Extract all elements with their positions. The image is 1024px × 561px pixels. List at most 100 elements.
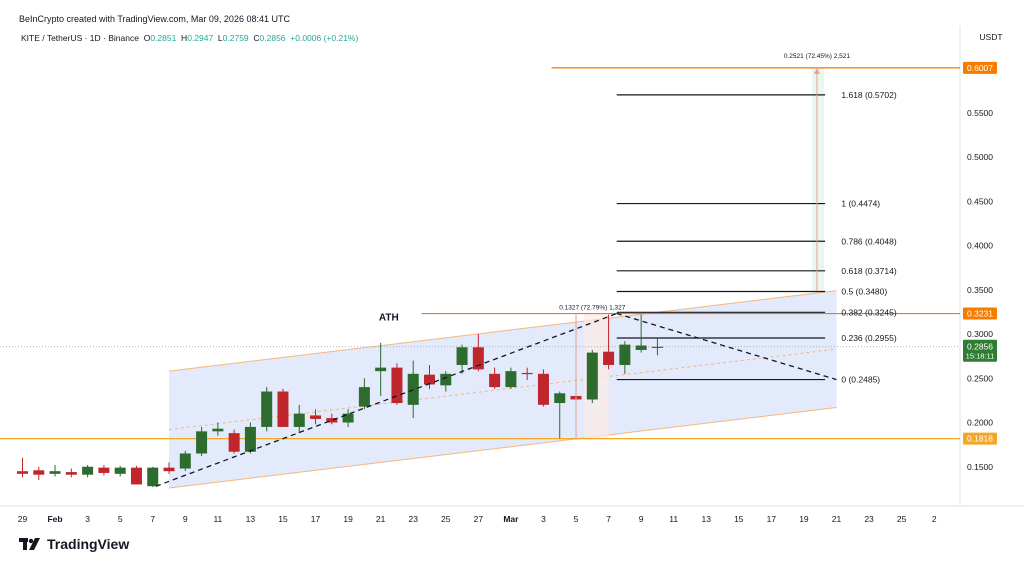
candle-body <box>163 467 175 472</box>
price-badge <box>963 432 997 445</box>
symbol-info-bar: KITE / TetherUS · 1D · Binance O0.2851 H… <box>21 33 358 43</box>
target-arrow-head <box>813 67 820 74</box>
price-badge-label: 0.1818 <box>967 434 993 444</box>
fib-level-label: 1.618 (0.5702) <box>841 90 896 100</box>
change-value: +0.0006 (+0.21%) <box>290 33 359 43</box>
time-tick-label: 21 <box>376 514 386 524</box>
candle-body <box>489 373 501 388</box>
candle-body <box>586 352 598 400</box>
candle-body <box>17 471 28 474</box>
price-tick-label: 0.5500 <box>967 108 993 118</box>
high-value: 0.2947 <box>187 33 214 43</box>
ath-label: ATH <box>379 313 399 324</box>
candle-body <box>554 393 566 404</box>
time-tick-label: Feb <box>47 514 62 524</box>
time-tick-label: 15 <box>734 514 744 524</box>
swing-down-dashed-line <box>616 312 837 381</box>
price-tick-label: 0.4000 <box>967 241 993 251</box>
time-tick-label: 13 <box>702 514 712 524</box>
price-tick-label: 0.3000 <box>967 329 993 339</box>
current-price-badge <box>963 339 997 362</box>
currency-label: USDT <box>979 32 1002 42</box>
fib-level-label: 1 (0.4474) <box>841 199 880 209</box>
time-tick-label: 23 <box>864 514 874 524</box>
candle-body <box>391 367 403 404</box>
channel-upper-line <box>168 290 837 372</box>
chart-credit: BeInCrypto created with TradingView.com,… <box>19 14 290 24</box>
candle-body <box>505 371 517 388</box>
time-tick-label: 7 <box>606 514 611 524</box>
brand-name: TradingView <box>47 536 130 552</box>
time-tick-label: 27 <box>474 514 484 524</box>
candle-body <box>196 431 208 454</box>
target-measure-label: 0.2521 (72.45%) 2,521 <box>784 53 851 60</box>
time-tick-label: 2 <box>932 514 937 524</box>
time-tick-label: Mar <box>503 514 519 524</box>
candle-body <box>651 346 663 348</box>
time-tick-label: 25 <box>897 514 907 524</box>
close-label: C <box>253 33 260 43</box>
channel-lower-line <box>168 406 837 489</box>
candle-body <box>179 453 191 469</box>
fib-level-label: 0.382 (0.3245) <box>841 307 896 317</box>
time-tick-label: 11 <box>213 514 222 524</box>
time-tick-label: 23 <box>408 514 418 524</box>
candle-body <box>375 367 387 372</box>
candle-body <box>277 391 289 427</box>
time-tick-label: 17 <box>311 514 321 524</box>
candle-body <box>456 347 468 365</box>
price-badge-label: 0.6007 <box>967 63 993 73</box>
time-tick-label: 7 <box>150 514 155 524</box>
low-value: 0.2759 <box>222 33 249 43</box>
symbol-name: KITE / TetherUS · 1D · Binance <box>21 33 139 43</box>
candle-countdown: 15:18:11 <box>966 352 995 361</box>
candle-body <box>98 467 110 473</box>
candle-body <box>244 426 256 452</box>
candle-body <box>326 418 338 423</box>
time-tick-label: 17 <box>767 514 777 524</box>
price-badge-label: 0.3231 <box>967 309 993 319</box>
candle-body <box>603 351 615 365</box>
candle-body <box>49 471 61 474</box>
price-tick-label: 0.1500 <box>967 462 993 472</box>
candle-body <box>619 344 631 365</box>
candle-body <box>114 467 126 474</box>
swing-measure-label: 0.1327 (72.79%) 1,327 <box>559 305 626 312</box>
candle-body <box>310 415 322 419</box>
time-tick-label: 21 <box>832 514 842 524</box>
fib-level-label: 0 (0.2485) <box>841 375 880 385</box>
time-tick-label: 13 <box>246 514 256 524</box>
time-tick-label: 19 <box>343 514 353 524</box>
fib-level-label: 0.618 (0.3714) <box>841 266 896 276</box>
candle-body <box>82 466 94 475</box>
candle-body <box>358 387 370 407</box>
price-badge <box>963 307 997 320</box>
candle-body <box>635 345 647 350</box>
time-tick-label: 5 <box>574 514 579 524</box>
close-value: 0.2856 <box>259 33 286 43</box>
candle-body <box>293 413 305 427</box>
price-tick-label: 0.4500 <box>967 196 993 206</box>
time-tick-label: 5 <box>118 514 123 524</box>
high-label: H <box>181 33 188 43</box>
price-tick-label: 0.2000 <box>967 418 993 428</box>
candle-body <box>147 467 159 487</box>
channel-mid-line <box>168 348 837 431</box>
time-tick-label: 25 <box>441 514 451 524</box>
open-label: O <box>143 33 151 43</box>
fib-level-label: 0.236 (0.2955) <box>841 333 896 343</box>
time-tick-label: 29 <box>18 514 28 524</box>
time-tick-label: 3 <box>541 514 546 524</box>
price-tick-label: 0.5000 <box>967 152 993 162</box>
candle-body <box>130 467 142 485</box>
price-badge <box>963 61 997 74</box>
candle-body <box>440 373 452 386</box>
price-tick-label: 0.3500 <box>967 285 993 295</box>
time-tick-label: 15 <box>278 514 288 524</box>
candle-body <box>537 373 549 405</box>
low-label: L <box>217 33 223 43</box>
candle-body <box>65 472 77 475</box>
candle-body <box>228 433 240 452</box>
tradingview-brand: TradingView <box>19 536 129 552</box>
